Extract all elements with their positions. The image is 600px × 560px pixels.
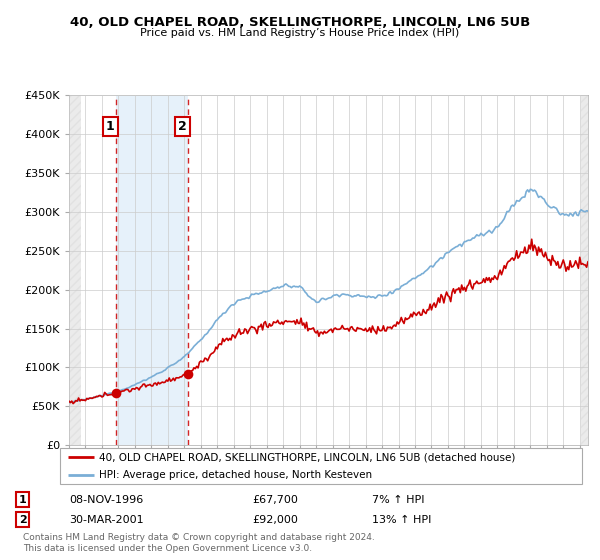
Text: HPI: Average price, detached house, North Kesteven: HPI: Average price, detached house, Nort… [99, 470, 372, 480]
Text: 7% ↑ HPI: 7% ↑ HPI [372, 495, 425, 505]
Text: 40, OLD CHAPEL ROAD, SKELLINGTHORPE, LINCOLN, LN6 5UB: 40, OLD CHAPEL ROAD, SKELLINGTHORPE, LIN… [70, 16, 530, 29]
Text: 30-MAR-2001: 30-MAR-2001 [69, 515, 143, 525]
Text: 40, OLD CHAPEL ROAD, SKELLINGTHORPE, LINCOLN, LN6 5UB (detached house): 40, OLD CHAPEL ROAD, SKELLINGTHORPE, LIN… [99, 452, 515, 462]
Text: 08-NOV-1996: 08-NOV-1996 [69, 495, 143, 505]
Text: 2: 2 [178, 120, 187, 133]
Text: 1: 1 [106, 120, 115, 133]
Text: Price paid vs. HM Land Registry’s House Price Index (HPI): Price paid vs. HM Land Registry’s House … [140, 28, 460, 38]
Text: 2: 2 [19, 515, 26, 525]
Text: 13% ↑ HPI: 13% ↑ HPI [372, 515, 431, 525]
FancyBboxPatch shape [60, 448, 582, 484]
Text: 1: 1 [19, 495, 26, 505]
Text: Contains HM Land Registry data © Crown copyright and database right 2024.
This d: Contains HM Land Registry data © Crown c… [23, 533, 374, 553]
Text: £92,000: £92,000 [252, 515, 298, 525]
Text: £67,700: £67,700 [252, 495, 298, 505]
